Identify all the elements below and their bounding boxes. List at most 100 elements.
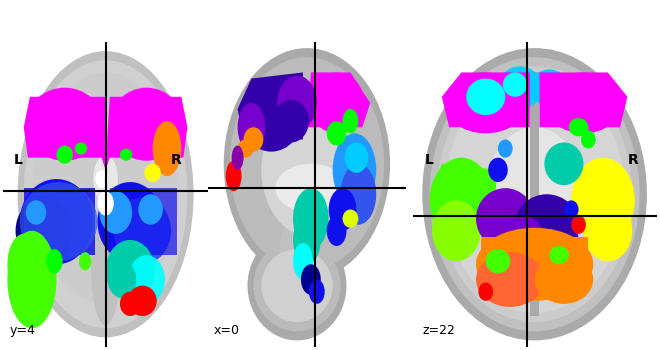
Ellipse shape: [309, 280, 325, 304]
Ellipse shape: [549, 246, 569, 264]
Text: R: R: [171, 153, 182, 167]
Ellipse shape: [309, 72, 364, 133]
Ellipse shape: [238, 103, 265, 152]
Ellipse shape: [515, 194, 579, 255]
Ellipse shape: [128, 286, 157, 316]
Ellipse shape: [476, 188, 535, 249]
Ellipse shape: [7, 231, 57, 328]
Ellipse shape: [430, 57, 640, 331]
Ellipse shape: [75, 142, 87, 155]
Ellipse shape: [544, 142, 583, 185]
Ellipse shape: [24, 60, 187, 328]
Ellipse shape: [93, 155, 118, 203]
Ellipse shape: [100, 191, 132, 234]
Text: All DictLearning components: All DictLearning components: [7, 12, 300, 30]
Ellipse shape: [301, 264, 321, 295]
Ellipse shape: [293, 188, 329, 249]
Ellipse shape: [16, 197, 73, 264]
Ellipse shape: [437, 66, 632, 322]
Ellipse shape: [500, 216, 544, 264]
Ellipse shape: [581, 130, 596, 149]
Polygon shape: [481, 237, 588, 292]
Ellipse shape: [261, 249, 333, 322]
Ellipse shape: [486, 249, 510, 273]
Polygon shape: [432, 164, 498, 231]
Ellipse shape: [498, 66, 542, 109]
Ellipse shape: [128, 255, 165, 304]
Ellipse shape: [279, 219, 307, 292]
Ellipse shape: [20, 179, 93, 264]
Ellipse shape: [430, 158, 493, 243]
Ellipse shape: [486, 127, 583, 261]
Ellipse shape: [569, 118, 588, 136]
Ellipse shape: [343, 109, 358, 133]
Ellipse shape: [503, 72, 527, 97]
Text: L: L: [425, 153, 434, 167]
Ellipse shape: [293, 216, 321, 264]
Ellipse shape: [106, 240, 154, 301]
Text: z=22: z=22: [422, 324, 455, 337]
Ellipse shape: [498, 139, 513, 158]
Polygon shape: [106, 97, 187, 170]
Ellipse shape: [564, 200, 579, 219]
Ellipse shape: [329, 188, 356, 231]
Ellipse shape: [333, 133, 376, 206]
Ellipse shape: [341, 164, 376, 225]
Ellipse shape: [444, 76, 625, 313]
Ellipse shape: [26, 200, 46, 225]
Ellipse shape: [535, 255, 593, 304]
Text: x=0: x=0: [214, 324, 240, 337]
Ellipse shape: [98, 182, 163, 261]
Polygon shape: [24, 97, 106, 170]
Polygon shape: [539, 72, 628, 127]
Polygon shape: [24, 188, 95, 255]
Ellipse shape: [226, 161, 242, 191]
Ellipse shape: [327, 216, 346, 246]
Ellipse shape: [238, 139, 253, 158]
Ellipse shape: [79, 252, 91, 270]
Ellipse shape: [422, 48, 647, 341]
Polygon shape: [238, 72, 303, 139]
Polygon shape: [110, 188, 177, 255]
Ellipse shape: [114, 197, 171, 264]
Polygon shape: [530, 72, 539, 316]
Ellipse shape: [273, 100, 309, 142]
Ellipse shape: [232, 146, 244, 170]
Polygon shape: [442, 72, 530, 127]
Ellipse shape: [91, 216, 120, 325]
Ellipse shape: [539, 219, 579, 261]
Ellipse shape: [145, 164, 161, 182]
Ellipse shape: [18, 51, 193, 337]
Ellipse shape: [230, 57, 384, 270]
Ellipse shape: [530, 69, 569, 106]
Ellipse shape: [139, 194, 163, 225]
Ellipse shape: [572, 216, 586, 234]
Ellipse shape: [293, 243, 313, 280]
Ellipse shape: [478, 282, 493, 301]
Ellipse shape: [98, 191, 114, 216]
Ellipse shape: [572, 158, 635, 243]
Ellipse shape: [476, 228, 593, 301]
Polygon shape: [307, 72, 370, 127]
Text: y=4: y=4: [9, 324, 36, 337]
Ellipse shape: [108, 261, 136, 298]
Ellipse shape: [57, 146, 73, 164]
Text: L: L: [13, 153, 22, 167]
Ellipse shape: [488, 158, 508, 182]
Text: R: R: [628, 153, 638, 167]
Ellipse shape: [110, 88, 183, 161]
Ellipse shape: [261, 103, 360, 237]
Ellipse shape: [432, 200, 481, 261]
Ellipse shape: [32, 72, 180, 304]
Ellipse shape: [20, 182, 98, 261]
Ellipse shape: [240, 78, 303, 152]
Ellipse shape: [327, 121, 346, 146]
Ellipse shape: [253, 240, 341, 331]
Ellipse shape: [275, 164, 346, 212]
Ellipse shape: [248, 231, 346, 341]
Ellipse shape: [120, 292, 141, 316]
Ellipse shape: [466, 78, 506, 115]
Ellipse shape: [152, 121, 182, 176]
Ellipse shape: [244, 127, 263, 152]
Ellipse shape: [26, 88, 104, 161]
